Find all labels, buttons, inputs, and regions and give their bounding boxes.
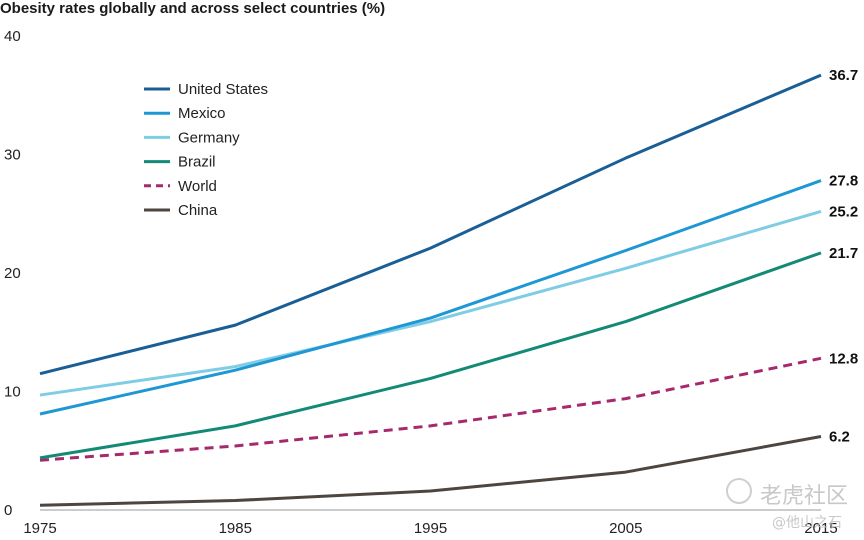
series-line-mexico <box>39 179 822 416</box>
x-tick-label: 1975 <box>23 520 56 537</box>
y-tick-label: 10 <box>4 384 21 401</box>
legend-label-mexico: Mexico <box>178 105 226 122</box>
series-line-brazil <box>39 251 822 460</box>
legend-label-world: World <box>178 178 217 195</box>
chart-title: Obesity rates globally and across select… <box>0 0 386 17</box>
watermark-logo-icon <box>726 478 752 504</box>
series-line-germany <box>39 209 822 397</box>
end-label-united-states: 36.7 <box>829 67 858 84</box>
end-label-germany: 25.2 <box>829 203 858 220</box>
legend-label-germany: Germany <box>178 129 240 146</box>
end-label-world: 12.8 <box>829 350 858 367</box>
y-tick-label: 30 <box>4 147 21 164</box>
end-label-brazil: 21.7 <box>829 245 858 262</box>
series-line-united-states <box>39 73 822 376</box>
legend-label-united-states: United States <box>178 81 268 98</box>
y-tick-label: 20 <box>4 265 21 282</box>
legend: United States Mexico Germany Brazil World Chi… <box>144 81 268 219</box>
end-label-mexico: 27.8 <box>829 173 858 190</box>
y-axis: 0 10 20 30 40 <box>4 28 21 519</box>
x-tick-label: 1995 <box>414 520 447 537</box>
x-tick-label: 2015 <box>804 520 837 537</box>
legend-label-china: China <box>178 202 218 219</box>
x-tick-label: 1985 <box>219 520 252 537</box>
y-tick-label: 40 <box>4 28 21 45</box>
x-axis: 1975 1985 1995 2005 2015 <box>23 520 837 537</box>
x-tick-label: 2005 <box>609 520 642 537</box>
end-labels: 36.7 27.8 25.2 21.7 12.8 6.2 <box>829 67 858 445</box>
series-line-china <box>39 435 822 507</box>
series-line-world <box>39 356 822 462</box>
legend-label-brazil: Brazil <box>178 154 216 171</box>
end-label-china: 6.2 <box>829 429 850 446</box>
series-lines <box>39 73 822 507</box>
watermark-brand: 老虎社区 <box>760 484 849 509</box>
y-tick-label: 0 <box>4 502 12 519</box>
watermark-handle: @他山之石 <box>772 515 842 531</box>
